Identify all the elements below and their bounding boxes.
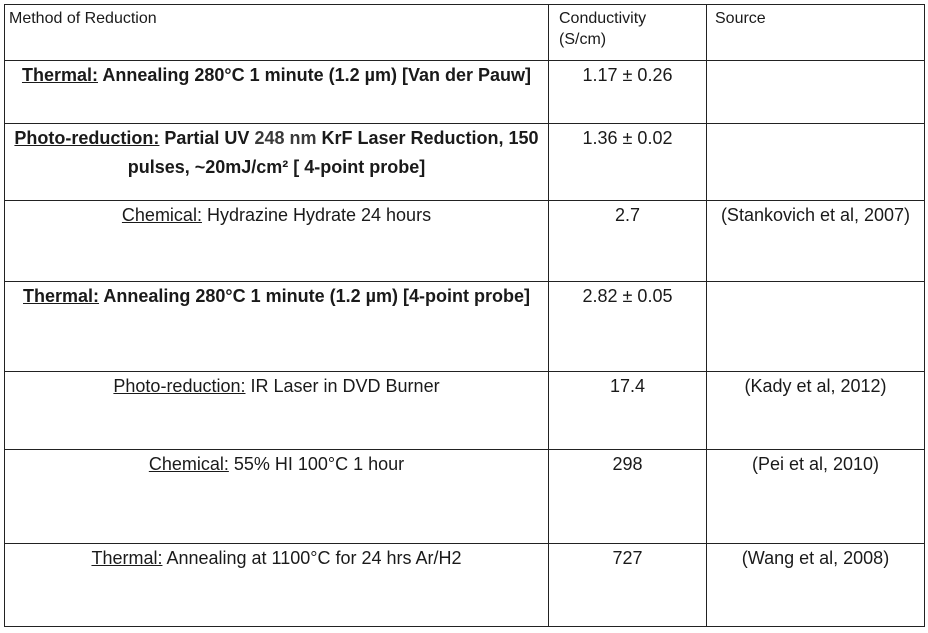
method-cell: Chemical: Hydrazine Hydrate 24 hours: [4, 200, 549, 282]
source-cell: (Kady et al, 2012): [706, 371, 925, 450]
table-row: Thermal: Annealing 280°C 1 minute (1.2 µ…: [4, 281, 925, 372]
method-cell: Thermal: Annealing 280°C 1 minute (1.2 µ…: [4, 60, 549, 124]
conductivity-cell: 2.7: [548, 200, 707, 282]
method-category: Chemical:: [121, 205, 202, 225]
method-cell: Photo-reduction: Partial UV 248 nm KrF L…: [4, 123, 549, 201]
header-conductivity-unit: (S/cm): [559, 31, 607, 48]
method-category: Thermal:: [21, 65, 98, 85]
header-row: Method of Reduction Conductivity (S/cm) S…: [4, 4, 925, 61]
conductivity-cell: 727: [548, 543, 707, 627]
method-category: Photo-reduction:: [14, 128, 160, 148]
method-description-tail: KrF Laser Reduction, 150 pulses, ~20mJ/c…: [127, 128, 539, 177]
method-cell: Thermal: Annealing 280°C 1 minute (1.2 µ…: [4, 281, 549, 372]
method-category: Photo-reduction:: [113, 376, 246, 396]
header-conductivity-label: Conductivity: [559, 10, 647, 27]
conductivity-cell: 2.82 ± 0.05: [548, 281, 707, 372]
method-cell: Chemical: 55% HI 100°C 1 hour: [4, 449, 549, 544]
table-row: Photo-reduction: Partial UV 248 nm KrF L…: [4, 123, 925, 201]
source-cell: (Stankovich et al, 2007): [706, 200, 925, 282]
table-row: Chemical: Hydrazine Hydrate 24 hours 2.7…: [4, 200, 925, 282]
header-conductivity: Conductivity (S/cm): [548, 4, 707, 61]
conductivity-cell: 298: [548, 449, 707, 544]
table-row: Thermal: Annealing 280°C 1 minute (1.2 µ…: [4, 60, 925, 124]
source-cell: [706, 281, 925, 372]
header-method: Method of Reduction: [4, 4, 549, 61]
method-description: Hydrazine Hydrate 24 hours: [201, 205, 432, 225]
conductivity-cell: 1.17 ± 0.26: [548, 60, 707, 124]
method-description: Annealing at 1100°C for 24 hrs Ar/H2: [162, 548, 462, 568]
table-row: Photo-reduction: IR Laser in DVD Burner …: [4, 371, 925, 450]
table-row: Chemical: 55% HI 100°C 1 hour 298 (Pei e…: [4, 449, 925, 544]
method-description: Annealing 280°C 1 minute (1.2 µm) [4-poi…: [99, 286, 530, 306]
source-cell: (Pei et al, 2010): [706, 449, 925, 544]
table-row: Thermal: Annealing at 1100°C for 24 hrs …: [4, 543, 925, 627]
method-cell: Thermal: Annealing at 1100°C for 24 hrs …: [4, 543, 549, 627]
method-description: IR Laser in DVD Burner: [245, 376, 440, 396]
method-description: Annealing 280°C 1 minute (1.2 µm) [Van d…: [98, 65, 532, 85]
header-source: Source: [706, 4, 925, 61]
method-description: Partial UV: [159, 128, 255, 148]
method-cell: Photo-reduction: IR Laser in DVD Burner: [4, 371, 549, 450]
header-method-label: Method of Reduction: [9, 10, 157, 27]
header-source-label: Source: [715, 10, 766, 27]
conductivity-cell: 1.36 ± 0.02: [548, 123, 707, 201]
conductivity-cell: 17.4: [548, 371, 707, 450]
method-category: Thermal:: [91, 548, 163, 568]
source-cell: (Wang et al, 2008): [706, 543, 925, 627]
method-category: Thermal:: [23, 286, 100, 306]
source-cell: [706, 60, 925, 124]
method-category: Chemical:: [148, 454, 229, 474]
method-wavelength: 248 nm: [254, 128, 317, 148]
reduction-methods-table: Method of Reduction Conductivity (S/cm) S…: [4, 4, 925, 627]
source-cell: [706, 123, 925, 201]
method-description: 55% HI 100°C 1 hour: [228, 454, 405, 474]
